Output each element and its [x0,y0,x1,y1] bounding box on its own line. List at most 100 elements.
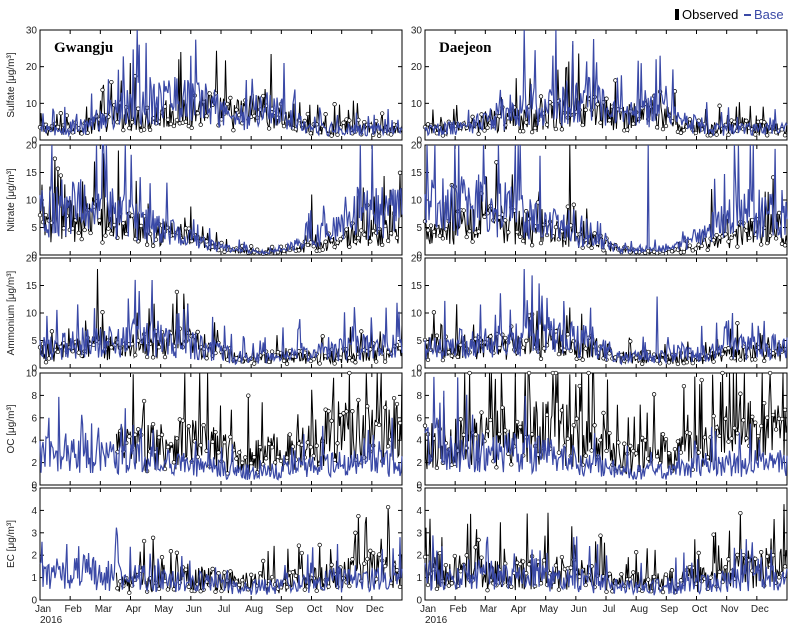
observed-point [97,218,102,223]
observed-point [359,329,364,334]
observed-point [338,236,343,242]
y-tick-label: 2 [416,458,422,469]
observed-point [515,419,520,425]
observed-point [753,556,758,561]
observed-point [759,423,764,429]
x-tick-label: Dec [366,604,384,615]
observed-point [767,233,773,238]
observed-point [544,122,550,127]
year-label: 2016 [425,615,448,626]
observed-point [109,79,114,85]
observed-point [240,578,245,583]
observed-point [225,101,230,107]
observed-point [506,230,511,235]
observed-point [467,370,472,376]
observed-point [782,564,788,569]
observed-point [470,239,475,244]
observed-point [168,549,174,554]
observed-point [753,132,758,137]
observed-point [156,345,162,350]
panel-ec-daejeon: 0 1 2 3 4 5 Jan Feb Mar Apr May Jun Jul Aug Sep Oct Nov D… [416,484,788,626]
observed-point [625,127,630,132]
observed-point [461,432,466,437]
observed-point [49,329,55,334]
observed-point [726,239,731,244]
observed-point [186,584,191,589]
observed-point [219,588,224,594]
observed-point [726,346,731,351]
observed-point [654,454,660,459]
observed-point [488,417,493,423]
observed-point [121,221,126,226]
station-title: Daejeon [439,40,492,56]
x-tick-label: Feb [65,604,83,615]
y-tick-label: 20 [26,62,38,73]
observed-point [601,410,606,416]
observed-point [150,421,156,427]
observed-point [476,229,481,234]
observed-point [765,554,770,559]
panel-nitrate-gwangju: 0 5 10 15 20 Nitrate [μg/m³] [6,141,403,262]
observed-point [521,345,526,350]
observed-point [452,553,457,559]
y-tick-label: 5 [416,336,422,347]
x-tick-label: Jan [420,604,436,615]
observed-point [717,103,722,108]
y-tick-label: 20 [26,141,38,152]
observed-point [553,563,559,568]
observed-point [394,401,400,407]
observed-point [696,450,701,455]
x-tick-label: Dec [751,604,769,615]
observed-point [127,125,132,131]
observed-point [377,133,382,138]
observed-point [669,249,675,254]
observed-point [362,561,367,566]
y-tick-label: 30 [411,26,423,37]
legend: Observed Base [675,7,784,22]
x-tick-label: Jul [218,604,231,615]
observed-point [663,251,669,256]
observed-point [521,129,526,134]
observed-point [281,358,287,363]
observed-point [518,561,523,567]
observed-point [130,120,135,125]
observed-point [338,413,343,418]
observed-point [598,120,603,125]
observed-point [204,113,209,119]
observed-point [246,393,251,398]
observed-point [58,173,63,178]
observed-point [317,361,322,366]
observed-point [681,128,687,133]
observed-point [479,555,484,560]
observed-point [261,93,266,99]
y-axis-label: OC [μg/m³] [6,404,17,453]
observed-point [356,513,361,519]
panel-ammonium-gwangju: 0 5 10 15 20 Ammonium [μg/m³] [6,254,403,375]
observed-point [762,120,767,125]
y-tick-label: 8 [416,391,422,402]
base-series-line [424,29,788,137]
observed-point [425,357,431,363]
observed-point [440,357,446,363]
observed-point [711,413,716,419]
observed-point [356,235,361,241]
y-tick-label: 30 [26,26,38,37]
observed-point [382,563,388,569]
observed-point [497,114,502,119]
observed-point [553,224,559,230]
observed-point [711,359,716,364]
observed-point [461,208,466,213]
observed-point [458,569,463,574]
observed-point [311,357,316,362]
observed-point [156,435,162,440]
observed-point [350,409,355,414]
observed-point [589,448,594,453]
x-tick-label: Jul [603,604,616,615]
observed-point [747,235,752,241]
observed-point [335,132,340,137]
y-tick-label: 0 [31,136,37,147]
base-series-line [39,144,403,256]
observed-point [174,117,180,123]
observed-point [305,440,310,445]
